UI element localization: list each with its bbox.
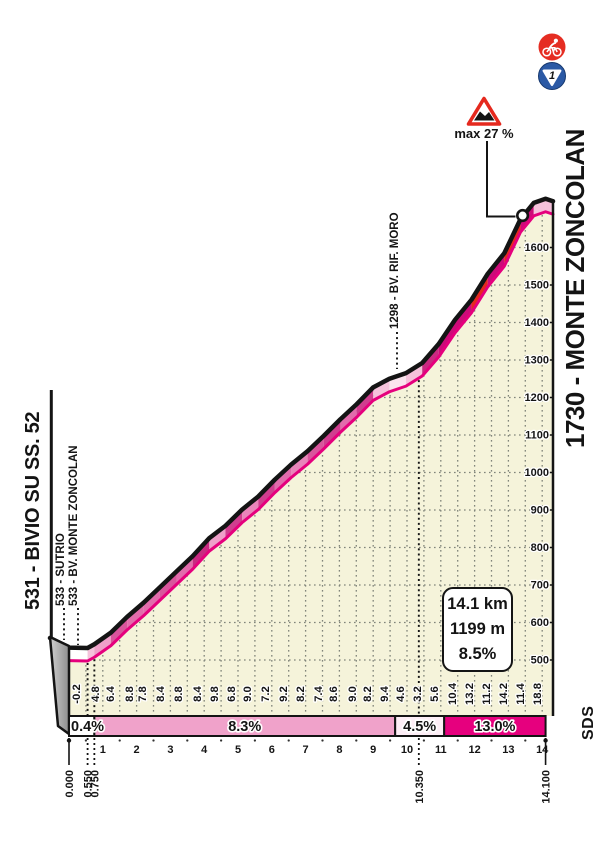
waypoint-bv-monte-zoncolan-label: 533 - BV. MONTE ZONCOLAN bbox=[68, 445, 80, 606]
svg-text:1500: 1500 bbox=[525, 280, 549, 292]
svg-text:9.0: 9.0 bbox=[242, 686, 254, 702]
svg-text:6: 6 bbox=[269, 744, 275, 756]
svg-text:8.3%: 8.3% bbox=[228, 719, 261, 735]
svg-text:11: 11 bbox=[435, 744, 447, 756]
svg-text:12: 12 bbox=[468, 744, 480, 756]
svg-text:8.4: 8.4 bbox=[155, 685, 167, 701]
svg-text:10: 10 bbox=[401, 744, 413, 756]
svg-text:4.6: 4.6 bbox=[395, 686, 407, 702]
start-title: 531 - BIVIO SU SS. 52 bbox=[22, 411, 44, 610]
svg-text:1: 1 bbox=[100, 744, 106, 756]
svg-text:8.4: 8.4 bbox=[192, 685, 204, 701]
svg-text:9: 9 bbox=[370, 744, 376, 756]
svg-text:7: 7 bbox=[303, 744, 309, 756]
category-1-icon: 1 bbox=[538, 62, 566, 90]
svg-text:-0.2: -0.2 bbox=[71, 684, 83, 703]
svg-text:0.000: 0.000 bbox=[64, 770, 76, 798]
svg-text:2: 2 bbox=[134, 744, 140, 756]
svg-text:1400: 1400 bbox=[525, 317, 549, 329]
svg-text:3.2: 3.2 bbox=[412, 686, 424, 702]
svg-text:900: 900 bbox=[531, 505, 549, 517]
svg-text:8.2: 8.2 bbox=[362, 686, 374, 702]
svg-text:18.8: 18.8 bbox=[532, 683, 544, 705]
svg-text:4: 4 bbox=[201, 744, 208, 756]
cyclist-icon bbox=[538, 33, 566, 61]
svg-text:0.750: 0.750 bbox=[89, 770, 101, 798]
max-gradient-label: max 27 % bbox=[454, 126, 514, 141]
summary-distance: 14.1 km bbox=[447, 595, 508, 613]
svg-text:500: 500 bbox=[531, 655, 549, 667]
climb-summary-box: 14.1 km 1199 m 8.5% bbox=[442, 587, 513, 672]
svg-text:1200: 1200 bbox=[525, 392, 549, 404]
svg-text:9.8: 9.8 bbox=[209, 686, 221, 702]
svg-text:9.2: 9.2 bbox=[278, 686, 290, 702]
svg-text:9.0: 9.0 bbox=[347, 686, 359, 702]
summit-title: 1730 - MONTE ZONCOLAN bbox=[560, 129, 590, 448]
svg-text:0.4%: 0.4% bbox=[71, 719, 104, 735]
svg-text:10.4: 10.4 bbox=[447, 682, 459, 705]
svg-text:8.6: 8.6 bbox=[328, 686, 340, 702]
svg-text:14.2: 14.2 bbox=[498, 683, 510, 705]
svg-text:1100: 1100 bbox=[525, 430, 549, 442]
svg-text:6.4: 6.4 bbox=[105, 685, 117, 701]
svg-text:700: 700 bbox=[531, 580, 549, 592]
svg-text:10.350: 10.350 bbox=[414, 770, 426, 804]
profile-graphics: 500 600 700 800 900 1000 1100 1200 1300 1400 1500 1… bbox=[47, 141, 556, 804]
svg-text:6.8: 6.8 bbox=[226, 686, 238, 702]
svg-text:800: 800 bbox=[531, 542, 549, 554]
sds-logo: SDS bbox=[580, 705, 597, 740]
svg-text:7.4: 7.4 bbox=[313, 685, 325, 701]
svg-text:8: 8 bbox=[336, 744, 342, 756]
svg-text:4.8: 4.8 bbox=[90, 686, 102, 702]
svg-text:1000: 1000 bbox=[525, 467, 549, 479]
summary-avg-gradient: 8.5% bbox=[458, 645, 497, 663]
waypoint-bv-rif-moro-label: 1298 - BV. RIF. MORO bbox=[389, 212, 401, 329]
steep-gradient-warning-icon bbox=[466, 96, 502, 126]
svg-text:8.2: 8.2 bbox=[295, 686, 307, 702]
svg-text:1600: 1600 bbox=[525, 242, 549, 254]
svg-text:11.4: 11.4 bbox=[515, 683, 527, 705]
category-number: 1 bbox=[549, 70, 555, 82]
svg-text:9.4: 9.4 bbox=[379, 685, 391, 701]
svg-text:13.2: 13.2 bbox=[464, 683, 476, 705]
svg-text:600: 600 bbox=[531, 617, 549, 629]
svg-text:7.2: 7.2 bbox=[260, 686, 272, 702]
waypoint-sutrio-label: 533 - SUTRIO bbox=[55, 533, 67, 606]
svg-text:8.8: 8.8 bbox=[124, 686, 136, 702]
svg-text:14.100: 14.100 bbox=[541, 770, 553, 804]
svg-text:13.0%: 13.0% bbox=[474, 719, 515, 735]
svg-text:5: 5 bbox=[235, 744, 241, 756]
summary-elevation-gain: 1199 m bbox=[449, 620, 506, 638]
svg-text:1300: 1300 bbox=[525, 355, 549, 367]
svg-text:3: 3 bbox=[167, 744, 173, 756]
svg-text:13: 13 bbox=[502, 744, 514, 756]
svg-text:0.550: 0.550 bbox=[83, 770, 95, 798]
svg-text:7.8: 7.8 bbox=[137, 686, 149, 702]
svg-text:8.8: 8.8 bbox=[173, 686, 185, 702]
svg-text:14: 14 bbox=[536, 744, 549, 756]
svg-text:5.6: 5.6 bbox=[429, 686, 441, 702]
svg-text:4.5%: 4.5% bbox=[403, 719, 436, 735]
svg-text:11.2: 11.2 bbox=[481, 683, 493, 704]
